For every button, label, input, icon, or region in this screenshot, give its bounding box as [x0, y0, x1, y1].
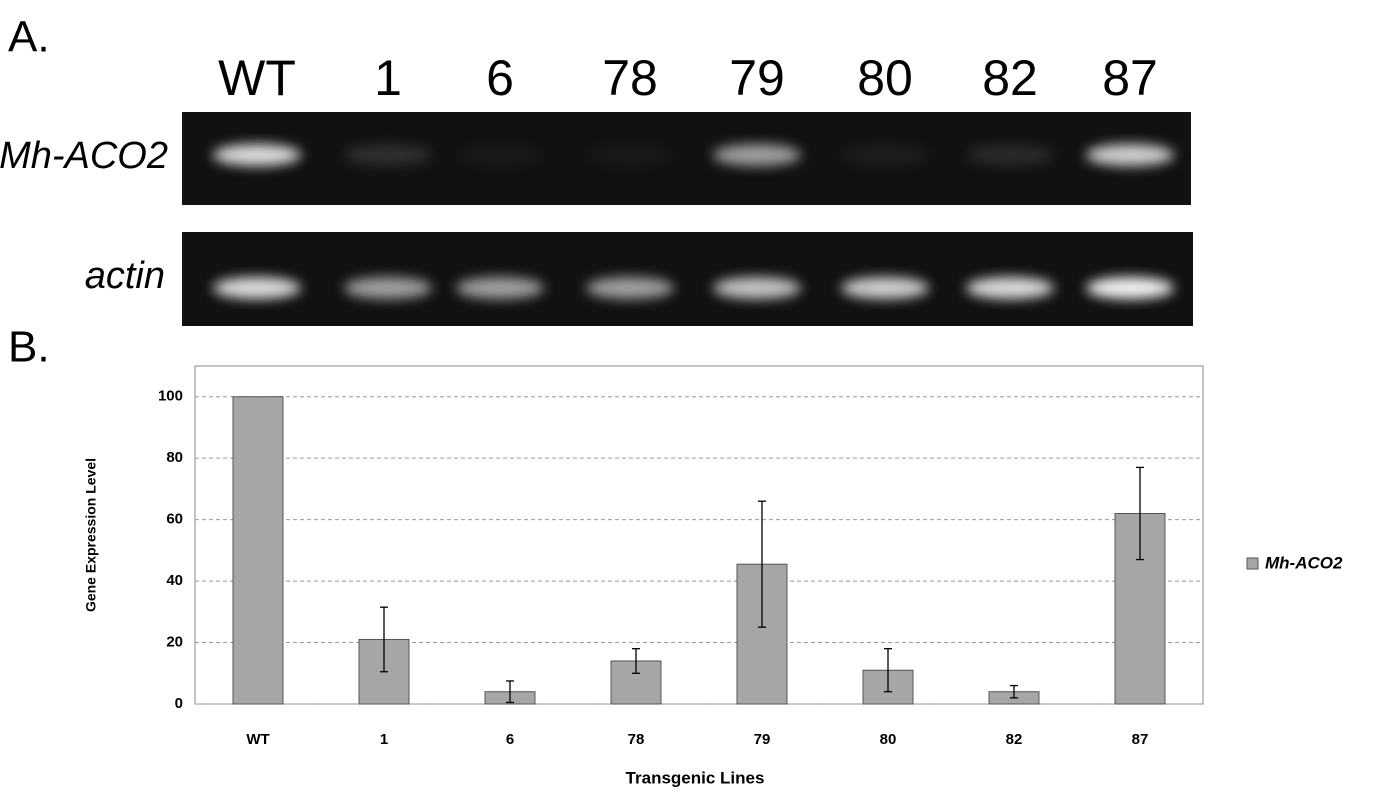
gel-lane-label: WT	[218, 50, 296, 106]
x-tick-label: 78	[628, 731, 645, 748]
gel-band	[213, 277, 301, 299]
gel-band	[966, 144, 1054, 166]
gel-lane-label: 78	[602, 50, 658, 106]
gel-lane-label: 79	[729, 50, 785, 106]
bar	[233, 397, 283, 704]
x-tick-label: 6	[506, 731, 514, 748]
x-tick-label: 80	[880, 731, 897, 748]
x-tick-label: 82	[1006, 731, 1023, 748]
gel-lane-label: 1	[374, 50, 402, 106]
panel-label: B.	[8, 323, 50, 372]
gel-band	[213, 144, 301, 166]
x-tick-label: 79	[754, 731, 771, 748]
gel-band	[344, 277, 432, 299]
figure: A. B. Mh-ACO2 actin WT 1 6 78 79 80 82 87 0 20 40 6…	[0, 0, 1375, 792]
y-tick-label: 0	[175, 695, 183, 712]
gel-band	[966, 277, 1054, 299]
gel-row-label: actin	[85, 255, 165, 297]
gel-band	[1086, 277, 1174, 299]
page: A. B. Mh-ACO2 actin WT 1 6 78 79 80 82 87 0 20 40 6…	[0, 0, 1375, 797]
gel-image	[182, 232, 1193, 326]
gel-lane-label: 80	[857, 50, 913, 106]
gel-band	[1086, 144, 1174, 166]
gel-band	[586, 144, 674, 166]
legend-label: Mh-ACO2	[1265, 553, 1343, 572]
gel-band	[344, 144, 432, 166]
legend-swatch	[1247, 558, 1258, 569]
gel-row-label: Mh-ACO2	[0, 135, 168, 177]
gel-lane-label: 6	[486, 50, 514, 106]
gel-band	[713, 277, 801, 299]
gel-band	[456, 144, 544, 166]
x-tick-label: 1	[380, 731, 388, 748]
panel-label: A.	[8, 13, 50, 62]
gel-band	[713, 144, 801, 166]
y-tick-label: 100	[158, 388, 183, 405]
gel-band	[456, 277, 544, 299]
plot-area	[195, 366, 1203, 704]
y-tick-label: 20	[166, 634, 183, 651]
y-tick-label: 80	[166, 449, 183, 466]
x-tick-label: WT	[246, 731, 269, 748]
gel-band	[841, 144, 929, 166]
y-axis-label: Gene Expression Level	[83, 458, 99, 612]
y-tick-label: 40	[166, 572, 183, 589]
x-tick-label: 87	[1132, 731, 1149, 748]
gel-band	[841, 277, 929, 299]
gel-lane-label: 87	[1102, 50, 1158, 106]
x-axis-label: Transgenic Lines	[626, 768, 765, 787]
gel-band	[586, 277, 674, 299]
gel-lane-label: 82	[982, 50, 1038, 106]
y-tick-label: 60	[166, 511, 183, 528]
